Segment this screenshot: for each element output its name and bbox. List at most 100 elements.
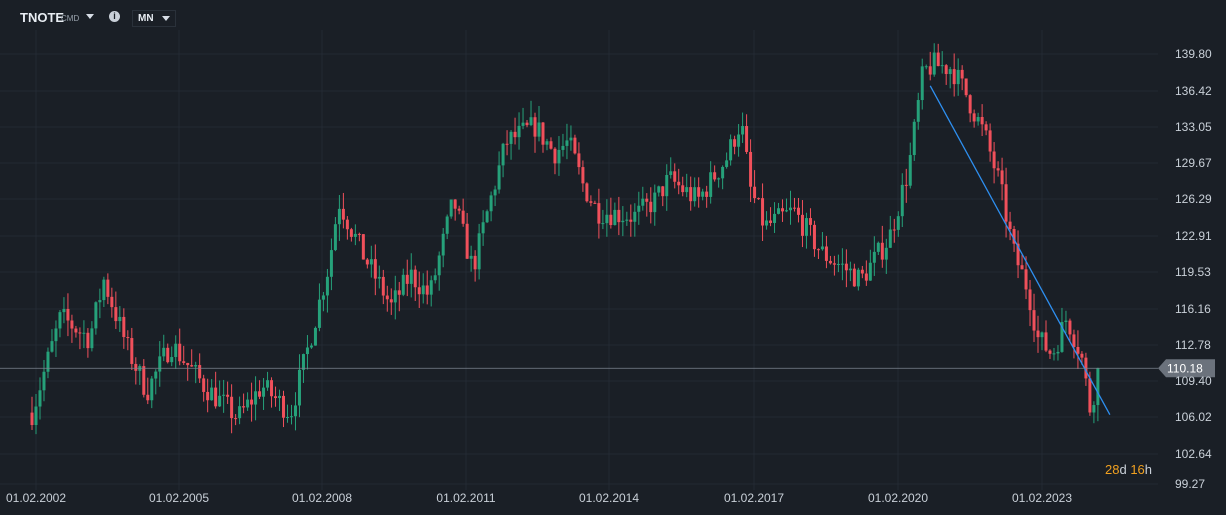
countdown-days-unit: d xyxy=(1119,462,1127,477)
y-tick-label: 116.16 xyxy=(1175,302,1211,316)
candle-body xyxy=(665,174,669,197)
candle-body xyxy=(429,280,433,295)
candle-body xyxy=(537,122,541,137)
candle-body xyxy=(669,171,673,175)
candle-body xyxy=(1064,320,1068,323)
x-tick-label: 01.02.2020 xyxy=(868,491,928,505)
candle-body xyxy=(844,263,848,271)
candle-body xyxy=(190,365,194,367)
candle-body xyxy=(477,233,481,270)
candle-body xyxy=(337,208,341,225)
candle-body xyxy=(453,199,457,209)
candle-body xyxy=(1052,353,1056,355)
y-tick-label: 99.27 xyxy=(1175,477,1205,491)
candle-body xyxy=(58,312,62,329)
candle-body xyxy=(812,224,816,250)
candle-body xyxy=(900,184,904,217)
info-icon[interactable]: i xyxy=(109,11,120,22)
candle-body xyxy=(162,347,166,357)
candle-body xyxy=(633,211,637,222)
candle-body xyxy=(1040,332,1044,338)
candle-body xyxy=(968,95,972,114)
candle-body xyxy=(409,269,413,284)
x-tick-label: 01.02.2023 xyxy=(1012,491,1072,505)
candle-body xyxy=(745,126,749,152)
y-tick-label: 122.91 xyxy=(1175,229,1212,243)
candle-body xyxy=(944,65,948,75)
candle-body xyxy=(525,122,529,126)
candle-body xyxy=(489,195,493,212)
candle-body xyxy=(473,255,477,270)
candle-body xyxy=(445,216,449,234)
candle-body xyxy=(952,69,956,85)
candle-body xyxy=(836,263,840,265)
candle-body xyxy=(246,399,250,408)
candle-body xyxy=(641,198,645,206)
candle-body xyxy=(50,341,54,352)
candle-body xyxy=(876,242,880,252)
candle-body xyxy=(956,69,960,85)
candle-body xyxy=(230,396,234,419)
candle-body xyxy=(1048,350,1052,354)
candle-body xyxy=(737,134,741,147)
chevron-down-icon[interactable] xyxy=(86,14,94,19)
candle-body xyxy=(393,290,397,303)
candle-body xyxy=(653,192,657,213)
candle-body xyxy=(725,160,729,167)
candle-body xyxy=(150,378,154,401)
candle-body xyxy=(130,338,134,364)
candle-body xyxy=(569,137,573,141)
candle-body xyxy=(689,187,693,202)
candle-body xyxy=(377,276,381,279)
last-price-line: 110.18 xyxy=(0,359,1215,378)
candle-body xyxy=(341,208,345,220)
candle-body xyxy=(852,268,856,287)
candle-body xyxy=(541,122,545,145)
candle-body xyxy=(289,416,293,418)
last-price-label: 110.18 xyxy=(1167,361,1203,375)
candle-body xyxy=(1044,332,1048,351)
interval-select[interactable]: MN xyxy=(132,10,176,27)
candle-body xyxy=(960,69,964,79)
candle-body xyxy=(226,394,230,397)
x-axis: 01.02.2002 01.02.2005 01.02.2008 01.02.2011… xyxy=(6,491,1072,505)
candle-body xyxy=(1004,184,1008,222)
candle-body xyxy=(1096,368,1100,406)
candle-body xyxy=(649,201,653,213)
candle-body xyxy=(333,224,337,251)
candle-body xyxy=(501,143,505,166)
candle-body xyxy=(529,117,533,126)
candle-body xyxy=(697,187,701,197)
chart-toolbar: TNOTE CMD i MN xyxy=(0,0,1226,34)
candle-body xyxy=(773,213,777,223)
symbol-name[interactable]: TNOTE xyxy=(20,10,65,25)
candle-body xyxy=(920,66,924,101)
candle-body xyxy=(98,300,102,303)
candle-body xyxy=(361,234,365,260)
candle-body xyxy=(629,219,633,222)
candle-body xyxy=(166,347,170,363)
candlestick-series xyxy=(30,43,1100,435)
candle-body xyxy=(381,276,385,296)
candle-body xyxy=(557,149,561,164)
candle-body xyxy=(561,145,565,150)
candle-body xyxy=(617,209,621,223)
candle-body xyxy=(110,296,114,308)
candle-body xyxy=(210,387,214,401)
candle-body xyxy=(469,255,473,259)
candle-body xyxy=(202,378,206,392)
candle-body xyxy=(222,394,226,396)
candle-body xyxy=(214,387,218,407)
candle-body xyxy=(102,279,106,301)
candle-body xyxy=(505,143,509,145)
trendline-segment[interactable] xyxy=(929,85,1111,416)
trendline[interactable] xyxy=(929,85,1111,416)
candle-body xyxy=(533,117,537,137)
candle-body xyxy=(880,242,884,260)
x-tick-label: 01.02.2014 xyxy=(579,491,639,505)
candle-body xyxy=(349,229,353,237)
candle-body xyxy=(769,220,773,223)
candle-body xyxy=(860,269,864,274)
candle-body xyxy=(513,131,517,138)
